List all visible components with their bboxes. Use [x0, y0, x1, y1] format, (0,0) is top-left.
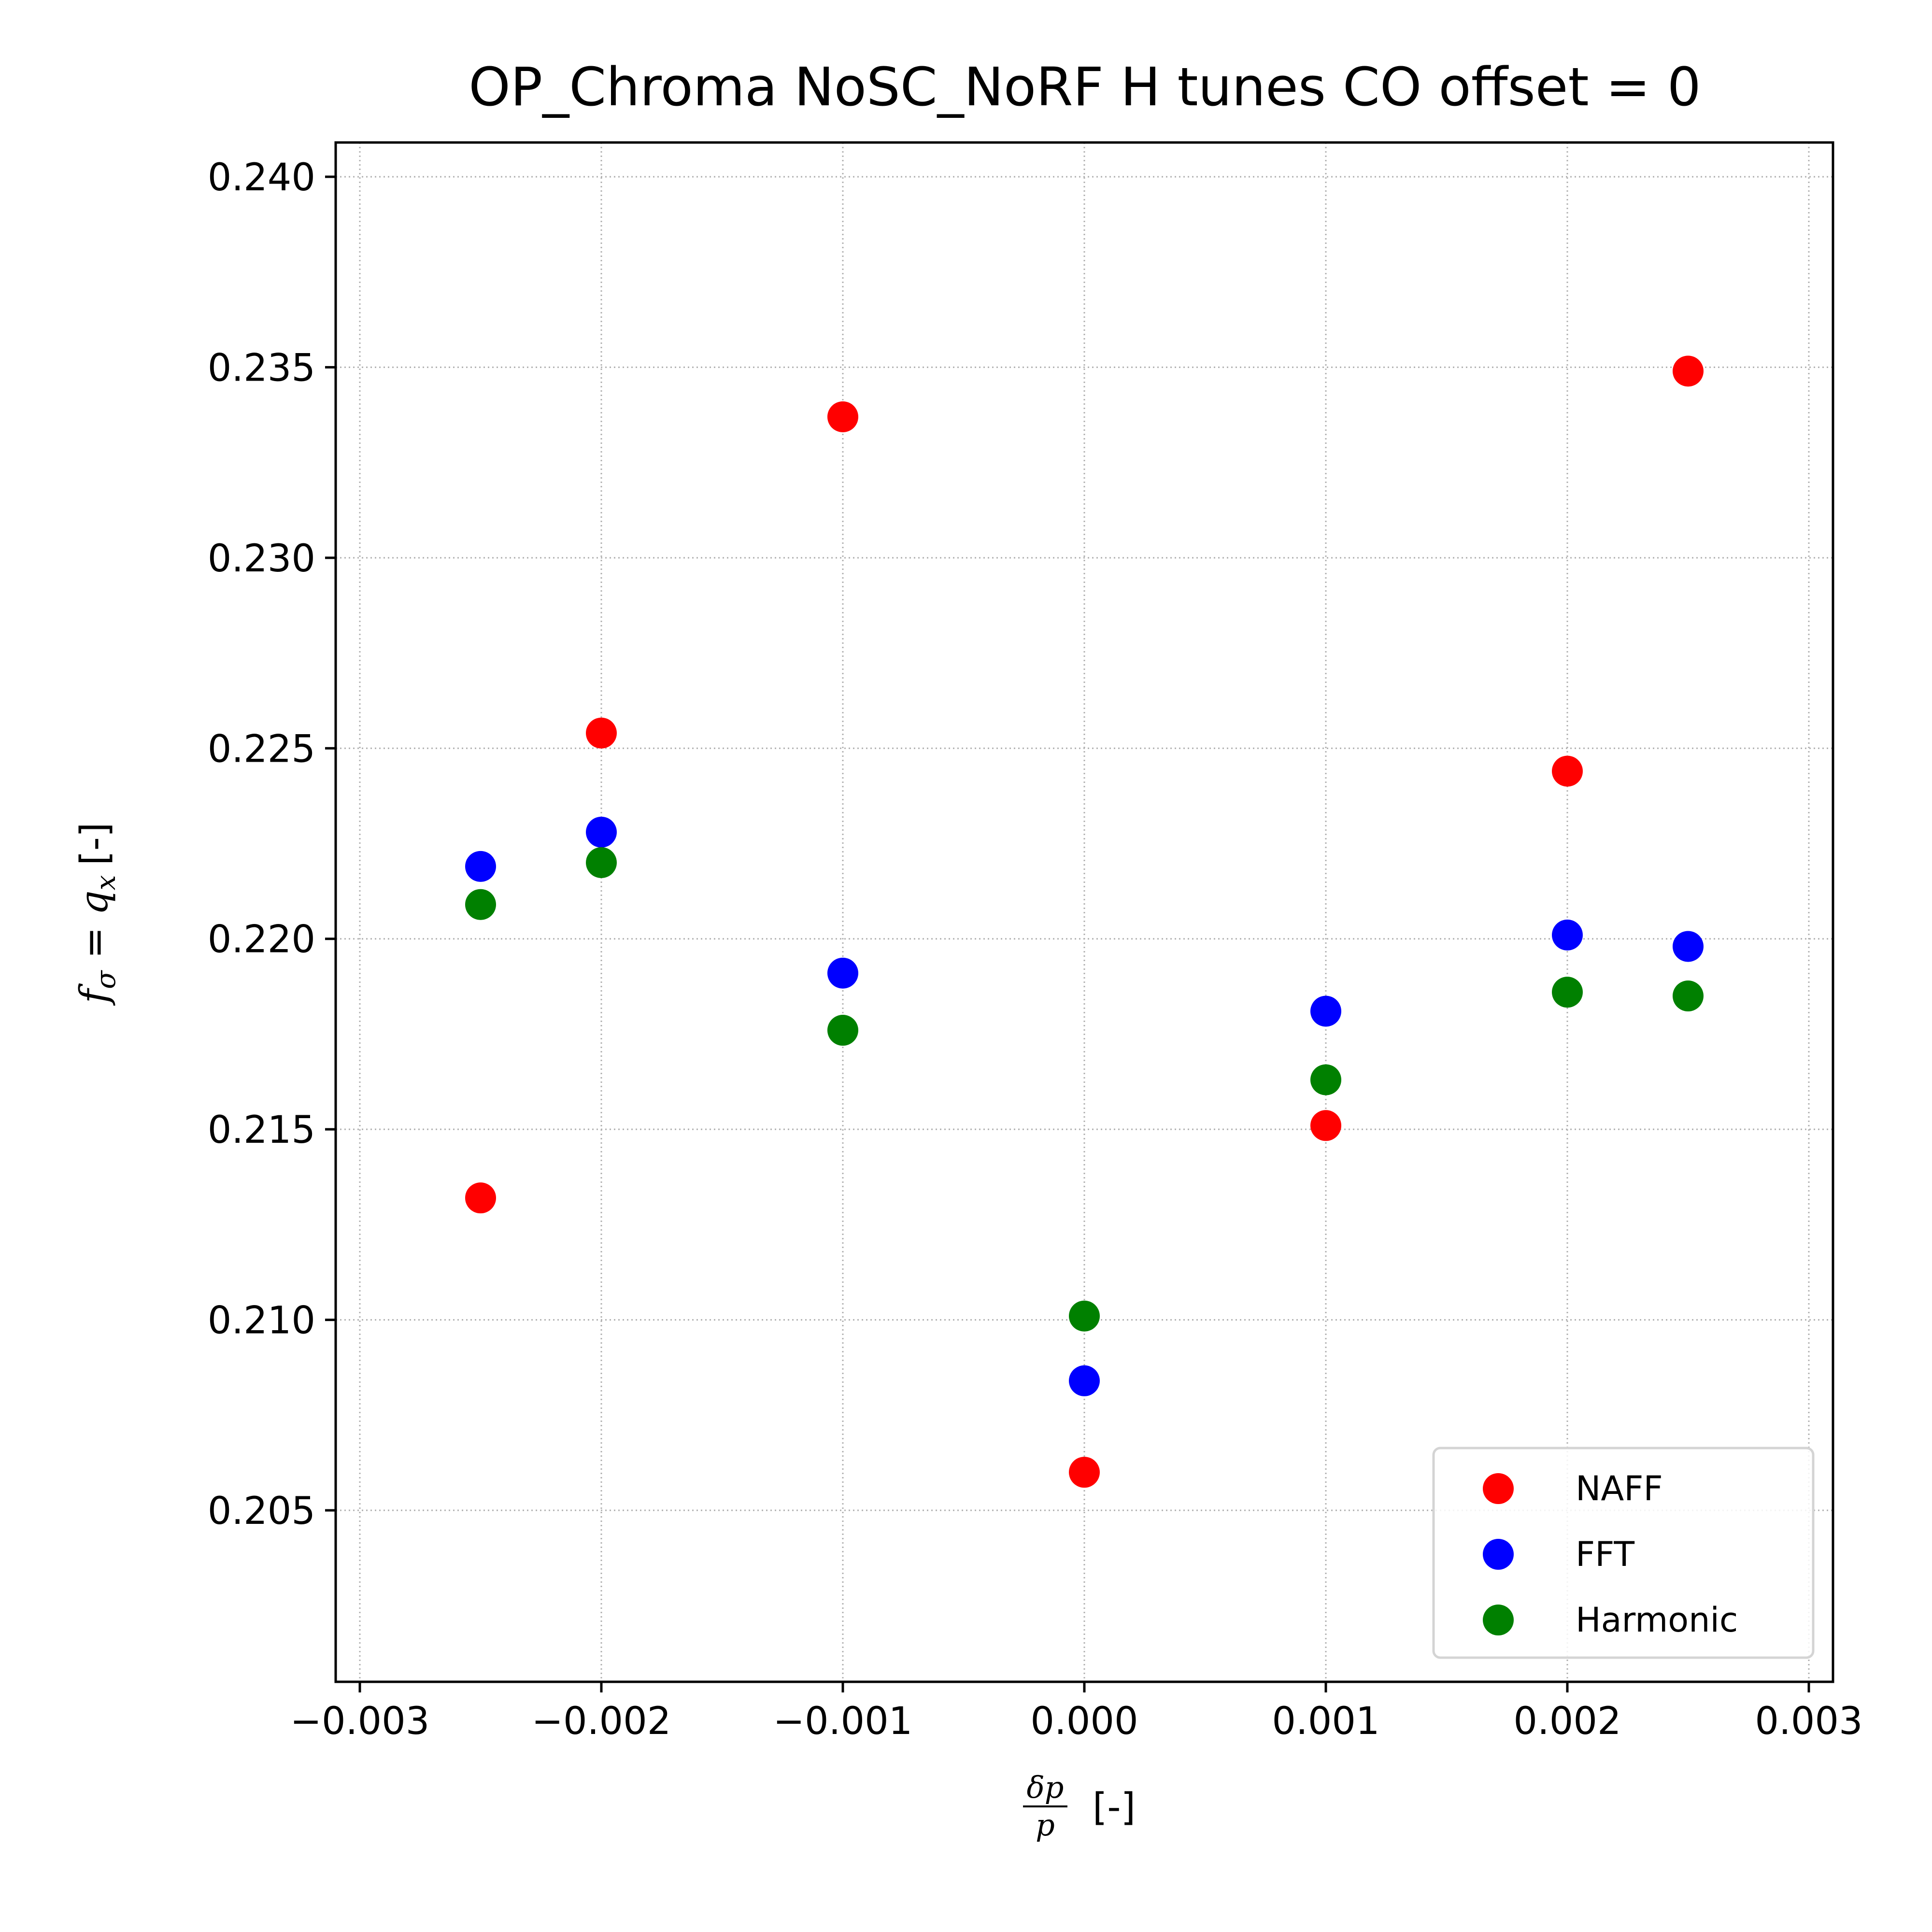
- data-point-harmonic: [1310, 1064, 1341, 1095]
- y-label-lhs-sub: σ: [90, 970, 122, 989]
- data-point-fft: [1310, 995, 1341, 1027]
- data-point-harmonic: [1673, 980, 1704, 1012]
- data-point-naff: [465, 1182, 496, 1214]
- y-label-rhs-sub: x: [90, 875, 122, 891]
- grid-lines: [336, 142, 1833, 1682]
- legend-label-naff: NAFF: [1576, 1469, 1663, 1508]
- legend-label-fft: FFT: [1576, 1534, 1634, 1574]
- x-tick-label: −0.001: [773, 1700, 913, 1743]
- y-tick-label: 0.230: [208, 537, 315, 581]
- data-point-naff: [827, 401, 858, 432]
- data-points: [465, 355, 1704, 1488]
- data-point-fft: [1673, 931, 1704, 962]
- x-tick-label: 0.001: [1272, 1700, 1379, 1743]
- x-tick-label: 0.002: [1513, 1700, 1621, 1743]
- series-harmonic: [465, 847, 1704, 1332]
- data-point-fft: [586, 816, 617, 848]
- x-tick-label: −0.003: [290, 1700, 430, 1743]
- y-tick-label: 0.225: [208, 727, 315, 771]
- data-point-naff: [1673, 355, 1704, 387]
- data-point-fft: [1069, 1365, 1100, 1396]
- x-tick-label: 0.003: [1755, 1700, 1862, 1743]
- series-naff: [465, 355, 1704, 1488]
- series-fft: [465, 816, 1704, 1396]
- chart-title: OP_Chroma NoSC_NoRF H tunes CO offset = …: [469, 56, 1701, 118]
- data-point-fft: [1552, 919, 1583, 951]
- y-tick-label: 0.205: [208, 1490, 315, 1533]
- data-point-harmonic: [586, 847, 617, 878]
- x-label-unit: [-]: [1093, 1786, 1136, 1829]
- data-point-harmonic: [827, 1015, 858, 1046]
- data-point-fft: [827, 957, 858, 989]
- x-tick-label: 0.000: [1030, 1700, 1138, 1743]
- x-axis-ticks: −0.003 −0.002 −0.001 0.000 0.001 0.002 0.003: [290, 1682, 1863, 1743]
- legend-box: [1432, 1447, 1815, 1659]
- y-tick-label: 0.215: [208, 1108, 315, 1152]
- legend: NAFF FFT Harmonic: [1432, 1447, 1815, 1659]
- y-tick-label: 0.220: [208, 918, 315, 962]
- data-point-fft: [465, 851, 496, 882]
- y-axis-label: fσ = qx[-]: [71, 823, 122, 1006]
- data-point-harmonic: [465, 889, 496, 920]
- x-tick-label: −0.002: [532, 1700, 671, 1743]
- data-point-naff: [1310, 1110, 1341, 1141]
- y-label-unit: [-]: [73, 823, 116, 866]
- data-point-naff: [1552, 755, 1583, 787]
- legend-marker-naff: [1483, 1473, 1514, 1504]
- y-axis-ticks: 0.205 0.210 0.215 0.220 0.225 0.230 0.235 0.240: [208, 156, 336, 1533]
- x-axis-label: δp p [-]: [1023, 1770, 1136, 1843]
- y-label-eq: =: [73, 915, 116, 971]
- legend-label-harmonic: Harmonic: [1576, 1600, 1738, 1640]
- y-label-rhs: q: [71, 890, 116, 915]
- x-label-denominator: p: [1036, 1807, 1055, 1843]
- legend-marker-harmonic: [1483, 1605, 1514, 1635]
- y-tick-label: 0.240: [208, 156, 315, 199]
- y-tick-label: 0.235: [208, 346, 315, 390]
- data-point-naff: [1069, 1457, 1100, 1488]
- y-tick-label: 0.210: [208, 1299, 315, 1343]
- data-point-naff: [586, 717, 617, 749]
- x-label-numerator: δp: [1026, 1770, 1064, 1805]
- data-point-harmonic: [1069, 1300, 1100, 1332]
- data-point-harmonic: [1552, 977, 1583, 1008]
- legend-marker-fft: [1483, 1539, 1514, 1570]
